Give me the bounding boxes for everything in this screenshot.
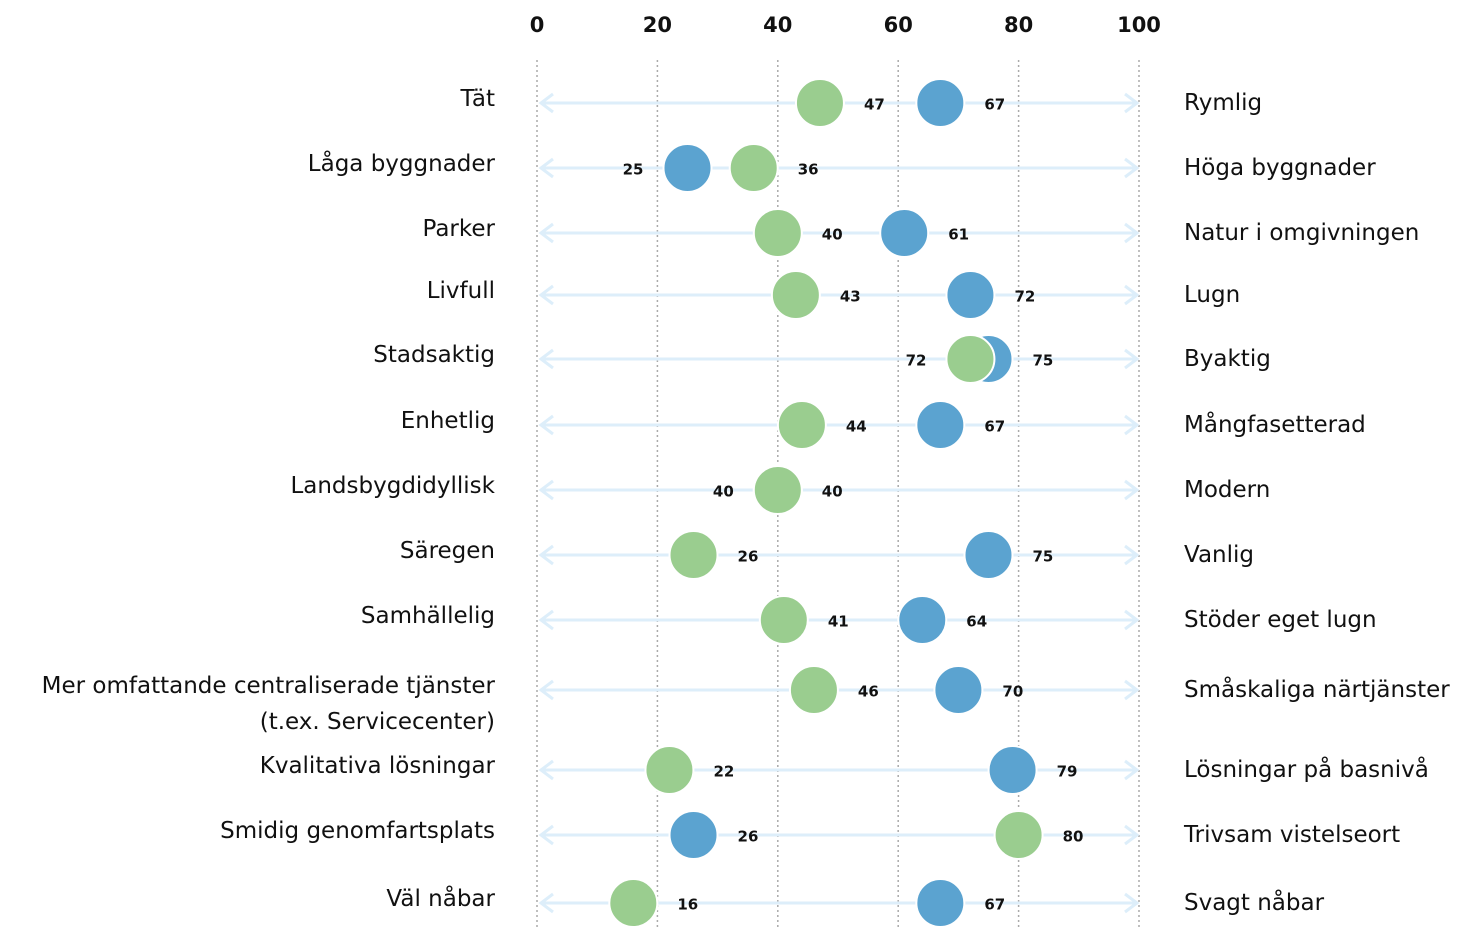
dot bbox=[794, 78, 845, 128]
value-label: 40 bbox=[822, 226, 843, 244]
value-label: 67 bbox=[984, 418, 1005, 436]
value-label: 26 bbox=[738, 548, 759, 566]
dot bbox=[758, 595, 809, 645]
value-label: 36 bbox=[798, 161, 819, 179]
dot bbox=[776, 400, 827, 450]
dot bbox=[987, 745, 1038, 795]
right-label: Modern bbox=[1184, 477, 1271, 503]
left-label: Enhetlig bbox=[400, 408, 495, 434]
value-label: 16 bbox=[677, 896, 698, 914]
right-label: Mångfasetterad bbox=[1184, 412, 1366, 438]
right-label: Småskaliga närtjänster bbox=[1184, 677, 1450, 703]
arrow bbox=[538, 759, 1140, 781]
value-label: 72 bbox=[1014, 288, 1035, 306]
value-label: 75 bbox=[1033, 352, 1054, 370]
dot bbox=[879, 208, 930, 258]
value-label: 70 bbox=[1002, 683, 1023, 701]
dot bbox=[788, 665, 839, 715]
left-label: Samhällelig bbox=[360, 603, 495, 629]
value-label: 40 bbox=[822, 483, 843, 501]
dot bbox=[993, 810, 1044, 860]
dot bbox=[662, 143, 713, 193]
dot bbox=[915, 400, 966, 450]
dot bbox=[897, 595, 948, 645]
left-label: Landsbygdidyllisk bbox=[290, 473, 495, 499]
dot bbox=[728, 143, 779, 193]
left-label: Säregen bbox=[399, 538, 495, 564]
right-label: Trivsam vistelseort bbox=[1184, 822, 1401, 848]
value-label: 67 bbox=[984, 896, 1005, 914]
value-label: 26 bbox=[738, 828, 759, 846]
right-label: Stöder eget lugn bbox=[1184, 607, 1377, 633]
value-label: 43 bbox=[840, 288, 861, 306]
dot bbox=[945, 334, 996, 384]
value-label: 79 bbox=[1057, 763, 1078, 781]
value-label: 67 bbox=[984, 96, 1005, 114]
value-label: 75 bbox=[1033, 548, 1054, 566]
right-label: Lugn bbox=[1184, 282, 1241, 308]
dot bbox=[608, 878, 659, 927]
x-tick-label: 60 bbox=[884, 13, 913, 37]
value-label: 25 bbox=[623, 161, 644, 179]
dot bbox=[752, 465, 803, 515]
dot bbox=[933, 665, 984, 715]
right-label: Höga byggnader bbox=[1184, 155, 1376, 181]
arrow bbox=[538, 679, 1140, 701]
dot bbox=[668, 810, 719, 860]
arrow bbox=[538, 414, 1140, 436]
arrow bbox=[538, 479, 1140, 501]
x-tick-label: 80 bbox=[1004, 13, 1033, 37]
left-label: Stadsaktig bbox=[373, 342, 495, 368]
dot bbox=[770, 270, 821, 320]
left-label: Parker bbox=[422, 216, 496, 242]
dot bbox=[752, 208, 803, 258]
x-tick-label: 100 bbox=[1117, 13, 1161, 37]
left-label: Livfull bbox=[426, 278, 495, 304]
x-tick-label: 40 bbox=[763, 13, 792, 37]
value-label: 61 bbox=[948, 226, 969, 244]
value-label: 80 bbox=[1063, 828, 1084, 846]
value-label: 72 bbox=[906, 352, 927, 370]
value-label: 40 bbox=[713, 483, 734, 501]
arrow bbox=[538, 284, 1140, 306]
arrow bbox=[538, 157, 1140, 179]
arrow bbox=[538, 222, 1140, 244]
arrow bbox=[538, 348, 1140, 370]
dot bbox=[945, 270, 996, 320]
value-label: 64 bbox=[966, 613, 987, 631]
right-label: Natur i omgivningen bbox=[1184, 220, 1420, 246]
left-label: Mer omfattande centraliserade tjänster (… bbox=[41, 673, 495, 735]
dot bbox=[915, 878, 966, 927]
value-label: 44 bbox=[846, 418, 867, 436]
dot bbox=[644, 745, 695, 795]
x-tick-label: 0 bbox=[530, 13, 545, 37]
dot bbox=[963, 530, 1014, 580]
value-label: 47 bbox=[864, 96, 885, 114]
right-label: Rymlig bbox=[1184, 90, 1263, 116]
right-label: Svagt nåbar bbox=[1184, 890, 1325, 916]
right-label: Vanlig bbox=[1184, 542, 1254, 568]
right-label: Lösningar på basnivå bbox=[1184, 757, 1429, 783]
left-label: Väl nåbar bbox=[386, 886, 495, 912]
left-label: Smidig genomfartsplats bbox=[220, 818, 495, 844]
dot bbox=[915, 78, 966, 128]
arrow bbox=[538, 824, 1140, 846]
left-label: Låga byggnader bbox=[307, 151, 495, 177]
value-label: 22 bbox=[713, 763, 734, 781]
left-label: Kvalitativa lösningar bbox=[259, 753, 495, 779]
value-label: 41 bbox=[828, 613, 849, 631]
dot bbox=[668, 530, 719, 580]
x-tick-label: 20 bbox=[643, 13, 672, 37]
right-label: Byaktig bbox=[1184, 346, 1271, 372]
value-label: 46 bbox=[858, 683, 879, 701]
arrow bbox=[538, 544, 1140, 566]
arrow bbox=[538, 609, 1140, 631]
left-label: Tät bbox=[460, 86, 495, 112]
